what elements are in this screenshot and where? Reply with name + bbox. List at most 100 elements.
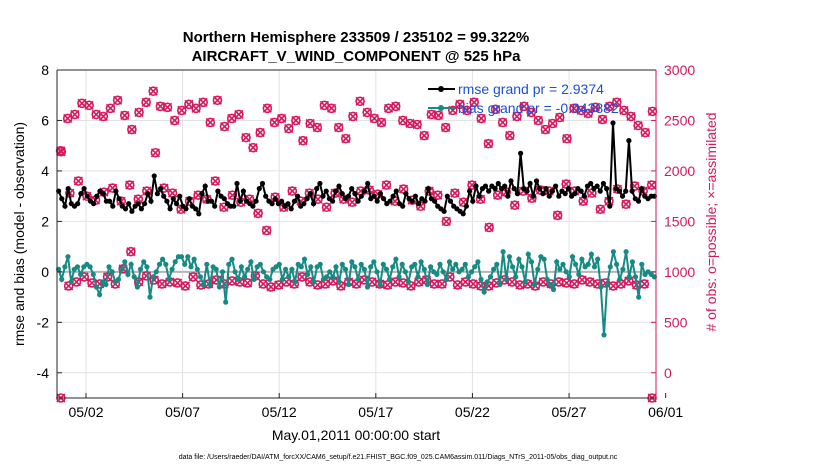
rmse-point (639, 186, 645, 192)
rmse-point (594, 183, 600, 189)
count-marker-low-assimilated (554, 277, 564, 287)
rmse-point (486, 188, 492, 194)
count-marker-mid-assimilated (450, 188, 460, 198)
bias-point (368, 264, 374, 270)
rmse-point (470, 198, 476, 204)
rmse-point (215, 188, 221, 194)
bias-point (614, 261, 620, 267)
bias-point (311, 279, 317, 285)
bias-point (522, 279, 528, 285)
bias-point (238, 264, 244, 270)
count-marker-high-assimilated (469, 97, 479, 107)
bias-line (57, 250, 656, 335)
y-tick-label-right: 500 (664, 314, 688, 330)
bias-point (443, 276, 449, 282)
rmse-point (263, 193, 269, 199)
y-tick-label-right: 2500 (664, 112, 695, 128)
count-marker-low-possible (126, 246, 136, 257)
rmse-point (467, 188, 473, 194)
count-marker-high-possible (590, 102, 601, 113)
rmse-point (390, 193, 396, 199)
count-marker-high-assimilated (498, 117, 508, 128)
rmse-point (81, 186, 87, 192)
rmse-point (310, 201, 317, 207)
bias-point (292, 279, 298, 285)
count-marker-low-assimilated (406, 281, 416, 291)
count-marker-high-assimilated (455, 99, 465, 109)
bias-point (632, 274, 639, 280)
count-marker-high-possible (362, 107, 372, 118)
bias-point (286, 274, 292, 280)
count-marker-high-assimilated (590, 102, 600, 112)
bias-point (563, 269, 569, 275)
count-marker-high-assimilated (220, 121, 230, 132)
bias-point (355, 276, 361, 282)
bias-point (371, 259, 377, 265)
bias-series (56, 249, 658, 338)
rmse-point (600, 180, 607, 187)
rmse-point (588, 180, 594, 187)
rmse-point (524, 188, 530, 194)
bias-point (93, 284, 99, 290)
rmse-point (84, 193, 90, 199)
rmse-point (183, 206, 189, 212)
count-marker-high-possible (519, 101, 529, 112)
count-marker-mid-possible (552, 210, 563, 221)
bias-point (349, 259, 355, 265)
count-marker-low-assimilated (328, 276, 338, 286)
bias-point (383, 266, 390, 272)
bias-point (87, 264, 93, 270)
bias-point (194, 266, 200, 272)
rmse-point (432, 198, 438, 204)
count-marker-mid-assimilated (133, 194, 143, 204)
y-tick-label-right: 1500 (664, 213, 695, 229)
rmse-point (556, 193, 562, 199)
bias-point (276, 261, 282, 267)
y-tick-label-left: 6 (41, 112, 49, 128)
count-marker-low-assimilated (398, 278, 408, 288)
rmse-point (540, 191, 546, 197)
count-marker-high-possible (505, 130, 515, 141)
bias-point (509, 264, 516, 270)
count-marker-high-assimilated (162, 102, 173, 112)
rmse-point (196, 211, 202, 217)
bias-point (465, 274, 471, 280)
bias-point (131, 274, 137, 280)
rmse-point (381, 196, 387, 202)
x-tick-label: 05/17 (358, 404, 393, 420)
bias-point (412, 261, 418, 267)
rmse-point (358, 193, 364, 199)
count-marker-low-assimilated (313, 280, 323, 290)
count-marker-high-assimilated (70, 109, 80, 119)
bias-point (636, 294, 642, 300)
count-marker-high-assimilated (212, 95, 223, 105)
count-marker-low-possible (188, 272, 198, 282)
bias-point (396, 274, 402, 280)
count-marker-low-assimilated (235, 277, 245, 287)
count-marker-mid-assimilated (544, 186, 554, 196)
count-marker-high-assimilated (134, 107, 144, 117)
count-marker-high-assimilated (441, 122, 451, 133)
rmse-point (441, 208, 447, 214)
count-marker-low-assimilated (616, 279, 626, 289)
count-marker-low-assimilated (274, 280, 284, 290)
bias-point (147, 294, 153, 300)
count-marker-high-possible (390, 101, 401, 112)
rmse-point (530, 193, 536, 199)
bias-point (245, 266, 251, 272)
bias-point (557, 266, 563, 272)
count-marker-high-assimilated (334, 122, 344, 133)
count-marker-mid-possible (595, 204, 606, 215)
bias-point (607, 264, 613, 270)
rmse-point (537, 186, 543, 192)
count-marker-low-assimilated (141, 271, 152, 281)
count-marker-high-possible (512, 111, 522, 122)
count-marker-high-possible (447, 105, 458, 116)
count-marker-high-assimilated (369, 113, 379, 124)
count-marker-high-assimilated (640, 128, 650, 138)
rmse-point (158, 186, 164, 192)
bias-point (484, 279, 490, 285)
count-marker-mid-assimilated (356, 186, 366, 196)
rmse-point (145, 191, 151, 197)
rmse-point (314, 186, 320, 192)
